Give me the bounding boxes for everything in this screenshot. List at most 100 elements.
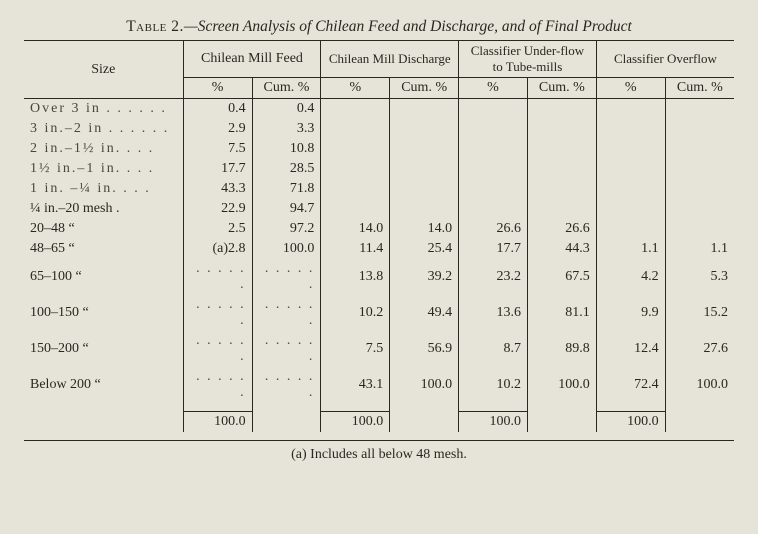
cell-of-pct [596, 119, 665, 139]
cell-uf-pct [459, 139, 528, 159]
total-disch: 100.0 [321, 412, 390, 433]
col-group-feed: Chilean Mill Feed [183, 41, 321, 78]
sub-feed-cum: Cum. % [252, 78, 321, 99]
col-group-discharge: Chilean Mill Discharge [321, 41, 459, 78]
table-row: Over 3 in . . . . . .0.40.4 [24, 99, 734, 120]
cell-of-cum [665, 119, 734, 139]
footnote: (a) Includes all below 48 mesh. [24, 447, 734, 463]
cell-uf-cum [527, 179, 596, 199]
cell-disch-pct: 13.8 [321, 259, 390, 295]
cell-feed-cum: . . . . . . [252, 259, 321, 295]
table-row: ¼ in.–20 mesh .22.994.7 [24, 199, 734, 219]
cell-uf-pct [459, 199, 528, 219]
cell-disch-cum [390, 139, 459, 159]
cell-size: 100–150 “ [24, 295, 183, 331]
cell-uf-cum [527, 99, 596, 120]
cell-feed-cum: . . . . . . [252, 331, 321, 367]
table-row: 2 in.–1½ in. . . .7.510.8 [24, 139, 734, 159]
cell-feed-cum: 0.4 [252, 99, 321, 120]
table-row: 1½ in.–1 in. . . .17.728.5 [24, 159, 734, 179]
cell-of-pct [596, 139, 665, 159]
total-uf: 100.0 [459, 412, 528, 433]
cell-of-cum: 100.0 [665, 367, 734, 412]
cell-feed-cum: 94.7 [252, 199, 321, 219]
cell-of-pct [596, 99, 665, 120]
cell-feed-pct: . . . . . . [183, 259, 252, 295]
cell-of-pct [596, 179, 665, 199]
cell-of-cum [665, 179, 734, 199]
cell-feed-pct: 0.4 [183, 99, 252, 120]
cell-of-pct [596, 199, 665, 219]
title-rest: —Screen Analysis of Chilean Feed and Dis… [184, 18, 632, 35]
cell-feed-pct: 2.5 [183, 219, 252, 239]
cell-of-cum: 15.2 [665, 295, 734, 331]
cell-uf-pct: 10.2 [459, 367, 528, 412]
cell-disch-pct [321, 119, 390, 139]
cell-disch-cum: 100.0 [390, 367, 459, 412]
cell-uf-cum [527, 199, 596, 219]
cell-feed-cum: . . . . . . [252, 295, 321, 331]
cell-uf-pct [459, 179, 528, 199]
cell-uf-cum: 67.5 [527, 259, 596, 295]
cell-feed-cum: 71.8 [252, 179, 321, 199]
cell-feed-pct: 2.9 [183, 119, 252, 139]
cell-uf-cum [527, 119, 596, 139]
cell-feed-cum: 10.8 [252, 139, 321, 159]
sub-feed-pct: % [183, 78, 252, 99]
cell-disch-pct: 11.4 [321, 239, 390, 259]
cell-uf-cum: 26.6 [527, 219, 596, 239]
cell-feed-pct: 17.7 [183, 159, 252, 179]
cell-uf-pct: 8.7 [459, 331, 528, 367]
cell-of-cum [665, 159, 734, 179]
cell-feed-pct: . . . . . . [183, 331, 252, 367]
sub-uf-pct: % [459, 78, 528, 99]
cell-size: 1½ in.–1 in. . . . [24, 159, 183, 179]
total-of: 100.0 [596, 412, 665, 433]
table-row: 150–200 “. . . . . .. . . . . .7.556.98.… [24, 331, 734, 367]
cell-size: 2 in.–1½ in. . . . [24, 139, 183, 159]
cell-size: 150–200 “ [24, 331, 183, 367]
cell-of-pct: 12.4 [596, 331, 665, 367]
table-row: 20–48 “2.597.214.014.026.626.6 [24, 219, 734, 239]
cell-size: 20–48 “ [24, 219, 183, 239]
table-row: 3 in.–2 in . . . . . .2.93.3 [24, 119, 734, 139]
cell-uf-cum: 89.8 [527, 331, 596, 367]
table-row: 48–65 “(a)2.8100.011.425.417.744.31.11.1 [24, 239, 734, 259]
cell-size: 1 in. –¼ in. . . . [24, 179, 183, 199]
cell-disch-pct [321, 139, 390, 159]
sub-of-pct: % [596, 78, 665, 99]
cell-uf-cum: 100.0 [527, 367, 596, 412]
table-body: Over 3 in . . . . . .0.40.43 in.–2 in . … [24, 99, 734, 412]
cell-disch-pct [321, 159, 390, 179]
cell-disch-pct [321, 199, 390, 219]
cell-of-cum: 5.3 [665, 259, 734, 295]
cell-of-cum [665, 139, 734, 159]
cell-disch-cum [390, 179, 459, 199]
cell-disch-pct: 43.1 [321, 367, 390, 412]
cell-feed-pct: . . . . . . [183, 295, 252, 331]
cell-disch-cum [390, 119, 459, 139]
cell-size: Below 200 “ [24, 367, 183, 412]
table-row: Below 200 “. . . . . .. . . . . .43.1100… [24, 367, 734, 412]
cell-of-cum [665, 199, 734, 219]
sub-disch-cum: Cum. % [390, 78, 459, 99]
cell-disch-cum: 25.4 [390, 239, 459, 259]
cell-disch-cum [390, 159, 459, 179]
cell-uf-cum [527, 159, 596, 179]
cell-uf-cum: 44.3 [527, 239, 596, 259]
screen-analysis-table: Size Chilean Mill Feed Chilean Mill Disc… [24, 40, 734, 441]
cell-of-cum: 1.1 [665, 239, 734, 259]
cell-size: Over 3 in . . . . . . [24, 99, 183, 120]
cell-feed-cum: 100.0 [252, 239, 321, 259]
col-size: Size [24, 41, 183, 99]
cell-uf-pct: 26.6 [459, 219, 528, 239]
table-row: 65–100 “. . . . . .. . . . . .13.839.223… [24, 259, 734, 295]
cell-disch-cum: 39.2 [390, 259, 459, 295]
cell-feed-cum: 97.2 [252, 219, 321, 239]
cell-feed-pct: 7.5 [183, 139, 252, 159]
cell-uf-pct: 13.6 [459, 295, 528, 331]
cell-disch-cum: 56.9 [390, 331, 459, 367]
cell-disch-pct: 7.5 [321, 331, 390, 367]
cell-size: 48–65 “ [24, 239, 183, 259]
cell-of-cum [665, 219, 734, 239]
